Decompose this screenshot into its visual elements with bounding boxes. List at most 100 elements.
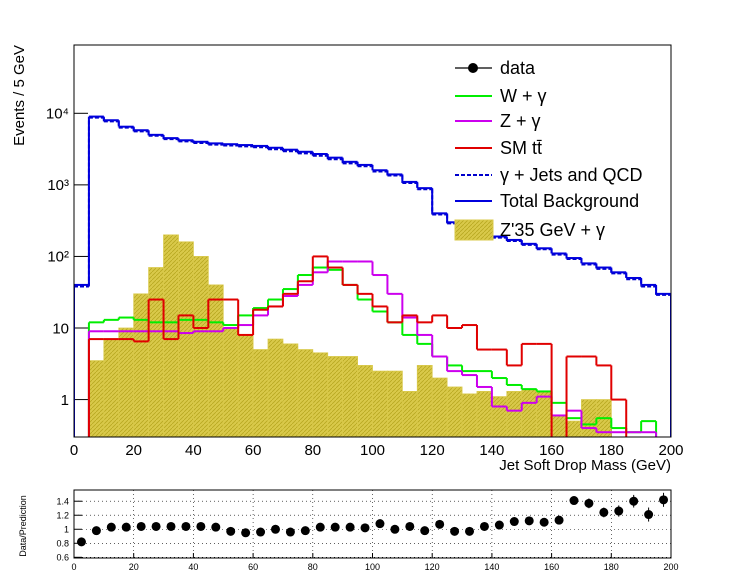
histogram-bar	[342, 356, 358, 437]
histogram-bar	[387, 370, 403, 437]
legend-label: SM tt̄	[500, 138, 542, 158]
data-point	[121, 522, 131, 532]
histogram-bar	[327, 356, 344, 437]
data-point	[420, 526, 430, 536]
legend-label: γ + Jets and QCD	[500, 165, 643, 185]
x-tick-label: 100	[365, 562, 380, 572]
data-point	[106, 522, 116, 532]
x-tick-label: 160	[544, 562, 559, 572]
data-point	[330, 522, 340, 532]
legend-marker	[468, 63, 478, 73]
data-point	[509, 517, 519, 527]
data-point	[166, 521, 176, 531]
histogram-bar	[192, 256, 209, 437]
histogram-bar	[491, 396, 508, 437]
data-point	[644, 510, 654, 520]
legend-label: data	[500, 58, 536, 78]
step-connector	[87, 256, 628, 437]
data-point	[539, 517, 549, 527]
data-point	[599, 507, 609, 517]
histogram-bar	[297, 349, 314, 437]
data-point	[435, 519, 445, 529]
data-point	[360, 523, 370, 533]
data-point	[226, 526, 236, 536]
histogram-bar	[566, 420, 582, 437]
x-tick-label: 0	[71, 562, 76, 572]
x-tick-label: 120	[420, 442, 445, 459]
data-point	[241, 528, 251, 538]
legend-label: Z'35 GeV + γ	[500, 220, 605, 240]
data-point	[614, 506, 624, 516]
legend-label: Total Background	[500, 191, 639, 211]
data-point	[450, 526, 460, 536]
y-tick-label: 1.4	[56, 496, 69, 506]
histogram-bar	[551, 415, 567, 437]
data-point	[196, 521, 206, 531]
data-point	[569, 496, 579, 506]
histogram-bar	[536, 391, 552, 437]
data-point	[315, 522, 325, 532]
y-tick-label: 1	[64, 524, 69, 534]
histogram-bar	[103, 338, 120, 437]
histogram-bar	[521, 388, 538, 437]
histogram-bar	[282, 343, 299, 437]
x-tick-label: 200	[663, 562, 678, 572]
y-tick-label: 0.8	[56, 538, 69, 548]
data-point	[285, 527, 295, 537]
x-tick-label: 100	[360, 442, 385, 459]
data-point	[256, 527, 266, 537]
y-tick-label: 10⁴	[46, 106, 69, 123]
x-tick-label: 140	[479, 442, 504, 459]
x-tick-label: 80	[304, 442, 321, 459]
y-axis-label: Events / 5 GeV	[11, 45, 28, 146]
data-point	[151, 521, 161, 531]
data-point	[91, 526, 101, 536]
histogram-bar	[581, 399, 597, 437]
data-point	[629, 496, 639, 506]
data-point	[211, 522, 221, 532]
y-tick-label: 1	[61, 392, 69, 409]
x-tick-label: 160	[539, 442, 564, 459]
histogram-bar	[207, 284, 224, 437]
data-point	[479, 521, 489, 531]
legend-swatch	[454, 219, 494, 241]
histogram-bar	[267, 338, 284, 437]
x-tick-label: 20	[129, 562, 139, 572]
histogram-bar	[461, 393, 478, 437]
data-point	[181, 521, 191, 531]
data-point	[300, 526, 310, 536]
x-tick-label: 140	[484, 562, 499, 572]
histogram-bar	[431, 377, 448, 437]
data-point	[76, 537, 86, 547]
x-tick-label: 80	[308, 562, 318, 572]
histogram-bar	[506, 391, 523, 437]
y-tick-label: 10²	[47, 249, 69, 266]
x-tick-label: 60	[248, 562, 258, 572]
frame	[73, 489, 672, 559]
histogram-bar	[357, 365, 373, 437]
data-point	[524, 516, 534, 526]
legend-label: Z + γ	[500, 111, 541, 131]
y-tick-label: 10	[52, 320, 69, 337]
x-tick-label: 40	[185, 442, 202, 459]
data-point	[584, 498, 594, 508]
histogram-bar	[118, 327, 135, 437]
data-point	[345, 522, 355, 532]
data-point	[375, 519, 385, 529]
histogram-bar	[178, 241, 194, 437]
y-tick-label: 1.2	[56, 510, 69, 520]
data-point	[494, 520, 504, 530]
x-tick-label: 180	[604, 562, 619, 572]
data-point	[465, 526, 475, 536]
data-point	[390, 524, 400, 534]
histogram-bar	[476, 391, 493, 437]
data-point	[405, 521, 415, 531]
plot-area	[74, 115, 671, 437]
x-tick-label: 40	[188, 562, 198, 572]
x-tick-label: 0	[70, 442, 78, 459]
histogram-bar	[133, 293, 150, 437]
x-tick-label: 120	[425, 562, 440, 572]
frame	[73, 44, 672, 438]
